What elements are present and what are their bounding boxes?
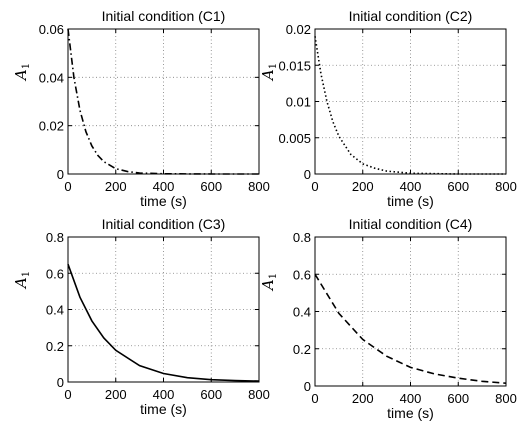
y-tick-label: 0.02 [286,22,311,37]
x-tick-label: 600 [200,387,222,402]
y-axis-label-subscript: 1 [268,273,279,279]
chart-title: Initial condition (C3) [102,216,226,232]
y-tick-label: 0.8 [46,230,64,245]
y-tick-label: 0.015 [278,58,311,73]
subplot-2: 0 200 400 600 800 0 0.005 0.01 0.015 0.02 Initial … [259,8,517,209]
x-tick-label: 400 [400,391,422,406]
x-axis-label: time (s) [387,405,434,421]
x-tick-label: 200 [352,391,374,406]
x-tick-label: 200 [352,179,374,194]
y-axis-label-subscript: 1 [21,271,32,277]
x-tick-label: 0 [311,391,318,406]
chart-title: Initial condition (C4) [349,216,473,232]
chart-title: Initial condition (C1) [102,8,226,24]
x-axis-label: time (s) [387,193,434,209]
series-line [67,263,260,382]
y-tick-label: 0.6 [46,266,64,281]
x-tick-label: 800 [495,179,517,194]
y-axis-label-main: A [259,69,277,82]
x-tick-label: 0 [64,387,71,402]
x-tick-label: 0 [64,179,71,194]
y-axis-label-main: A [12,69,30,82]
x-axis-label: time (s) [140,193,187,209]
x-tick-label: 0 [311,179,318,194]
x-tick-label: 800 [248,179,270,194]
x-tick-label: 600 [447,179,469,194]
subplot-1: 0 200 400 600 800 0 0.02 0.04 0.06 Initial condit… [12,8,270,209]
x-axis-label: time (s) [140,401,187,417]
y-tick-label: 0.2 [293,342,311,357]
y-tick-label: 0 [57,167,64,182]
y-tick-label: 0.04 [39,70,64,85]
x-tick-label: 200 [105,179,127,194]
y-tick-label: 0.8 [293,230,311,245]
subplot-4: 0 200 400 600 800 0 0.2 0.4 0.6 0.8 Initial condit… [259,216,517,421]
y-tick-label: 0 [304,379,311,394]
y-axis-label-subscript: 1 [268,63,279,69]
x-tick-label: 800 [248,387,270,402]
x-tick-label: 600 [200,179,222,194]
y-tick-label: 0.06 [39,22,64,37]
y-axis-label-main: A [12,277,30,290]
y-tick-label: 0 [304,167,311,182]
y-axis-label: A1 [259,273,279,292]
y-axis-label-subscript: 1 [21,63,32,69]
y-axis-label: A1 [259,63,279,82]
y-tick-label: 0.6 [293,267,311,282]
x-tick-label: 400 [400,179,422,194]
x-tick-label: 200 [105,387,127,402]
y-tick-label: 0.005 [278,131,311,146]
y-axis-label: A1 [12,271,32,290]
x-tick-label: 600 [447,391,469,406]
x-tick-label: 800 [495,391,517,406]
x-tick-label: 400 [153,179,175,194]
series-line [314,36,506,175]
series-line [314,273,507,385]
y-tick-label: 0.01 [286,95,311,110]
y-axis-label-main: A [259,279,277,292]
x-tick-label: 400 [153,387,175,402]
y-tick-label: 0.02 [39,119,64,134]
y-tick-label: 0.4 [46,303,64,318]
chart-title: Initial condition (C2) [349,8,473,24]
y-tick-label: 0.2 [46,339,64,354]
y-axis-label: A1 [12,63,32,82]
subplot-3: 0 200 400 600 800 0 0.2 0.4 0.6 0.8 Initial condit… [12,216,270,417]
y-tick-label: 0.4 [293,305,311,320]
y-tick-label: 0 [57,375,64,390]
